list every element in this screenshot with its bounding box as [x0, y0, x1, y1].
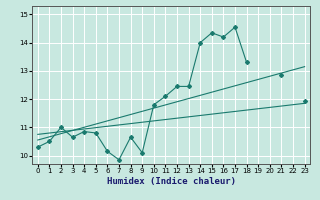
- X-axis label: Humidex (Indice chaleur): Humidex (Indice chaleur): [107, 177, 236, 186]
